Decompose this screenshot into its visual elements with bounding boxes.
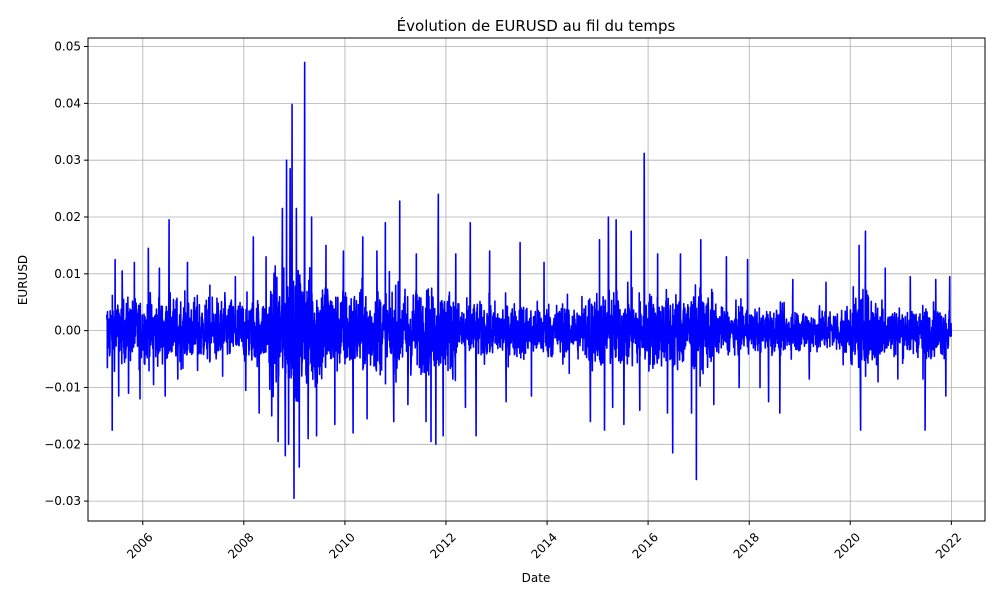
y-tick-label: −0.02	[44, 437, 81, 451]
plot-frame	[87, 37, 986, 522]
plot-area	[88, 38, 985, 521]
y-tick-label: 0.05	[54, 40, 81, 54]
y-tick-label: −0.01	[44, 380, 81, 394]
y-tick-label: 0.03	[54, 153, 81, 167]
y-tick-label: 0.01	[54, 267, 81, 281]
y-tick-label: 0.02	[54, 210, 81, 224]
y-tick-label: −0.03	[44, 494, 81, 508]
y-axis: −0.03 −0.02 −0.01 0.00 0.01 0.02 0.03 0.04 0.05	[44, 40, 88, 508]
chart-title: Évolution de EURUSD au fil du temps	[397, 16, 676, 35]
series-line-eurusd	[105, 61, 953, 500]
grid-lines	[88, 38, 985, 521]
x-axis-title: Date	[522, 571, 551, 585]
y-tick-label: 0.00	[54, 324, 81, 338]
y-axis-title: EURUSD	[16, 255, 30, 305]
y-tick-label: 0.04	[54, 96, 81, 110]
